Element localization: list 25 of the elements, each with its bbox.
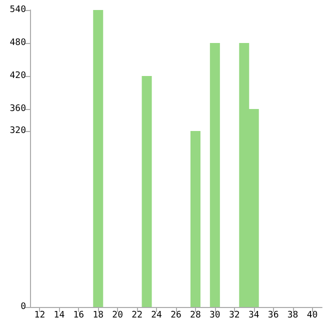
y-tick-label: 420 <box>10 71 26 81</box>
y-tick-label: 540 <box>10 5 26 15</box>
y-tick-label: 0 <box>20 302 26 312</box>
x-tick-label: 16 <box>73 310 84 320</box>
x-tick-label: 38 <box>287 310 298 320</box>
bar <box>190 131 200 307</box>
x-tick-label: 12 <box>34 310 46 320</box>
x-tick-label: 30 <box>210 310 220 320</box>
y-tick-label: 480 <box>10 38 26 48</box>
bar <box>210 43 220 307</box>
x-tick-label: 22 <box>132 310 142 320</box>
x-tick-label: 20 <box>112 310 124 320</box>
x-tick-label: 36 <box>268 310 279 320</box>
bar <box>93 10 104 307</box>
x-tick-label: 28 <box>190 310 201 320</box>
y-tick-label: 360 <box>10 104 26 114</box>
x-tick-label: 34 <box>248 310 260 320</box>
x-tick-label: 24 <box>151 310 162 320</box>
bar <box>142 76 152 307</box>
x-tick-label: 18 <box>92 310 104 320</box>
x-tick-label: 32 <box>228 310 240 320</box>
x-tick-label: 40 <box>306 310 318 320</box>
x-tick-label: 26 <box>170 310 182 320</box>
y-tick-label: 320 <box>10 126 26 136</box>
x-tick-label: 14 <box>54 310 65 320</box>
